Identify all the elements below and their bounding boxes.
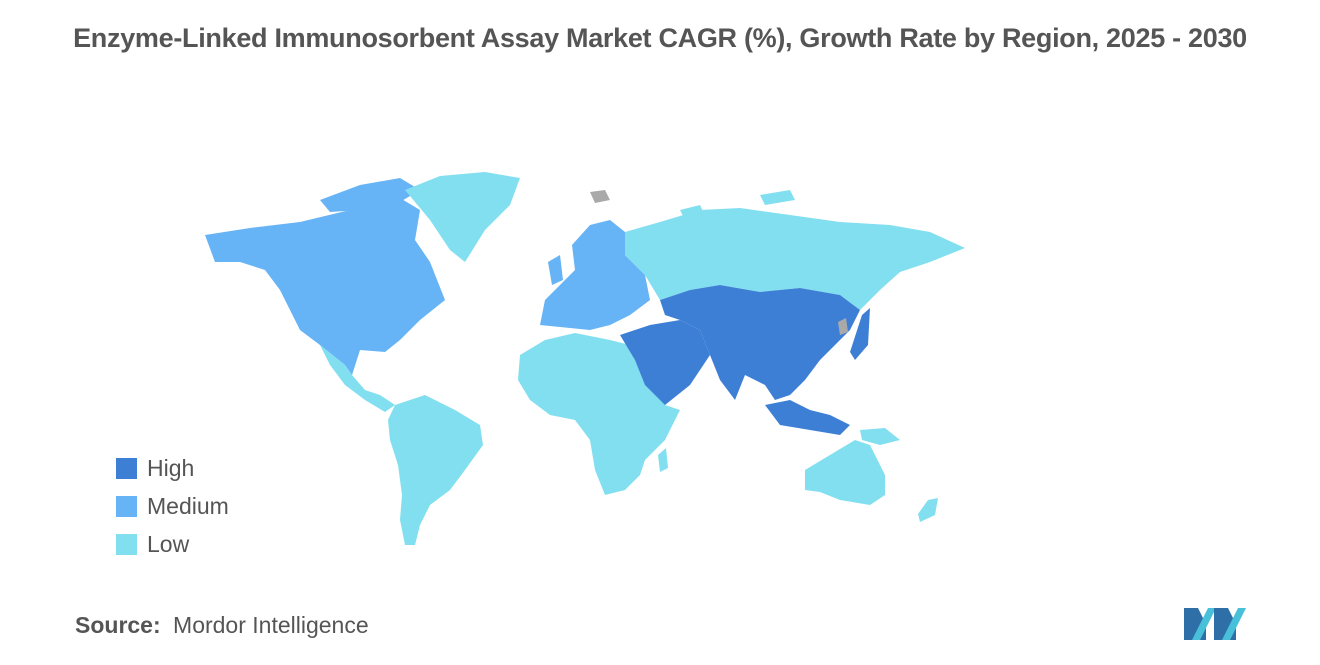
region-svalbard: [590, 190, 610, 203]
region-greenland: [405, 172, 520, 262]
legend-label-high: High: [147, 454, 195, 481]
legend-item-high: High: [116, 449, 229, 487]
legend-item-medium: Medium: [116, 487, 229, 525]
world-map: [205, 172, 965, 545]
legend-swatch-high: [116, 457, 137, 479]
region-japan: [850, 308, 870, 360]
region-canada-arctic: [320, 178, 420, 212]
region-se-asia: [765, 400, 850, 435]
region-north-america: [205, 198, 445, 375]
region-new-zealand: [918, 498, 938, 522]
region-arctic-islands: [680, 190, 795, 220]
legend-swatch-medium: [116, 495, 137, 517]
mordor-intelligence-logo-icon: [1184, 608, 1246, 640]
legend: High Medium Low: [116, 449, 229, 563]
region-asia: [660, 285, 860, 400]
region-uk: [548, 255, 563, 285]
legend-swatch-low: [116, 533, 137, 555]
region-australia: [805, 440, 885, 505]
region-russia: [625, 208, 965, 310]
legend-label-low: Low: [147, 530, 190, 557]
region-south-america: [388, 395, 483, 545]
region-oceania: [860, 428, 900, 445]
region-madagascar: [658, 448, 668, 472]
region-north-korea: [838, 318, 848, 335]
region-europe: [540, 220, 650, 330]
region-mexico: [320, 345, 395, 412]
region-africa: [518, 333, 680, 495]
source-label: Source:: [75, 612, 161, 638]
source-line: Source: Mordor Intelligence: [75, 612, 369, 639]
region-middle-east: [620, 320, 710, 405]
chart-title: Enzyme-Linked Immunosorbent Assay Market…: [73, 23, 1247, 53]
source-text: Mordor Intelligence: [173, 612, 369, 638]
legend-item-low: Low: [116, 525, 229, 563]
legend-label-medium: Medium: [147, 492, 229, 519]
